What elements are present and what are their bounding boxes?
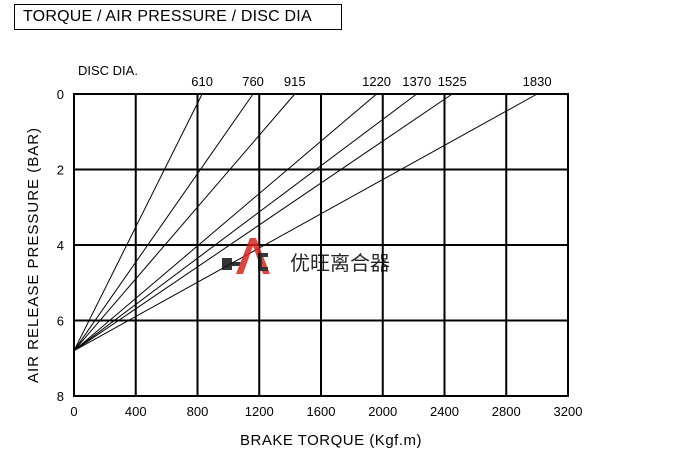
x-tick-label: 1600 <box>307 404 336 419</box>
series-line-1830 <box>73 93 538 352</box>
x-tick-label: 2800 <box>492 404 521 419</box>
series-label-760: 760 <box>242 74 264 89</box>
y-tick-label: 6 <box>57 314 64 329</box>
watermark: 优旺离合器 <box>222 238 390 275</box>
y-tick-label: 4 <box>57 238 64 253</box>
series-line-915 <box>73 93 296 352</box>
y-tick-label: 0 <box>57 87 64 102</box>
x-tick-label: 400 <box>125 404 147 419</box>
chart-title-box: TORQUE / AIR PRESSURE / DISC DIA <box>14 4 342 30</box>
series-label-1370: 1370 <box>402 74 431 89</box>
x-tick-label: 2000 <box>368 404 397 419</box>
x-tick-label: 2400 <box>430 404 459 419</box>
series-label-915: 915 <box>284 74 306 89</box>
x-tick-label: 0 <box>70 404 77 419</box>
y-axis-title: AIR RELEASE PRESSURE (BAR) <box>25 127 42 383</box>
chart-title: TORQUE / AIR PRESSURE / DISC DIA <box>23 8 312 25</box>
y-tick-label: 2 <box>57 163 64 178</box>
y-tick-label: 8 <box>57 389 64 404</box>
watermark-text: 优旺离合器 <box>290 252 390 275</box>
series-label-1525: 1525 <box>438 74 467 89</box>
disc-dia-label: DISC DIA. <box>78 63 138 78</box>
x-tick-label: 1200 <box>245 404 274 419</box>
series-label-1830: 1830 <box>523 74 552 89</box>
x-tick-label: 800 <box>187 404 209 419</box>
series-line-1370 <box>73 93 418 352</box>
x-tick-label: 3200 <box>554 404 583 419</box>
series-line-610 <box>73 93 203 351</box>
series-label-610: 610 <box>191 74 213 89</box>
series-label-1220: 1220 <box>362 74 391 89</box>
grid <box>73 93 569 397</box>
series-line-760 <box>73 93 254 351</box>
series-line-1220 <box>73 93 377 352</box>
series-lines <box>73 93 538 352</box>
x-axis-title: BRAKE TORQUE (Kgf.m) <box>240 432 422 449</box>
labels: 0 400 800 1200 1600 2000 2400 2800 3200 0 2 4 6 8 610 7… <box>25 63 582 449</box>
watermark-logo-c <box>258 253 268 271</box>
series-line-1525 <box>73 93 453 352</box>
